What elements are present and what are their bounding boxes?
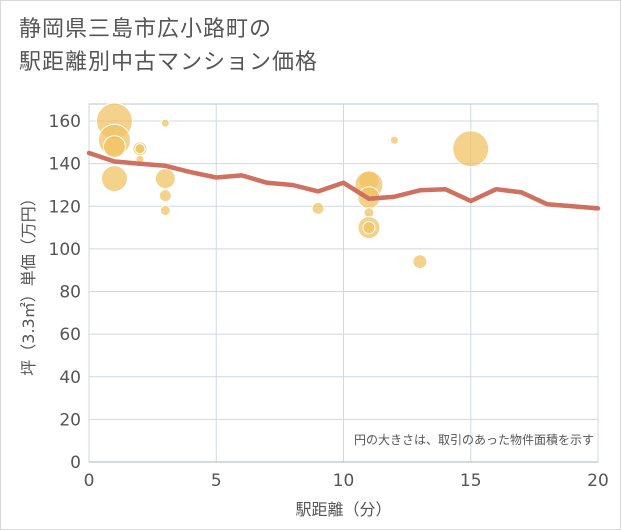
y-tick-label: 80 (59, 283, 81, 303)
x-tick-label: 10 (333, 471, 355, 491)
data-point (160, 118, 170, 128)
data-point (452, 130, 490, 168)
y-tick-label: 140 (49, 155, 81, 175)
y-tick-label: 20 (59, 410, 81, 430)
x-tick-label: 0 (84, 471, 95, 491)
chart-title-line1: 静岡県三島市広小路町の (19, 17, 273, 42)
data-point (102, 135, 126, 159)
x-tick-label: 15 (460, 471, 482, 491)
y-tick-label: 160 (49, 112, 81, 132)
trend-line (86, 150, 601, 211)
y-tick-label: 0 (70, 453, 81, 473)
data-point (158, 189, 172, 203)
y-tick-label: 40 (59, 368, 81, 388)
y-tick-label: 100 (49, 240, 81, 260)
data-point (389, 135, 399, 145)
x-tick-label: 5 (211, 471, 222, 491)
chart-title: 静岡県三島市広小路町の 駅距離別中古マンション価格 (19, 13, 318, 79)
data-point (412, 254, 428, 270)
data-point (362, 221, 376, 235)
data-point (134, 143, 146, 155)
size-note: 円の大きさは、取引のあった物件面積を示す (354, 432, 594, 447)
data-point (154, 168, 176, 190)
y-tick-label: 120 (49, 197, 81, 217)
y-tick-label: 60 (59, 325, 81, 345)
x-tick-label: 20 (587, 471, 609, 491)
chart-title-line2: 駅距離別中古マンション価格 (19, 50, 319, 75)
y-axis-label: 坪（3.3㎡）単価（万円） (19, 190, 38, 375)
data-point (159, 205, 171, 217)
data-point (100, 165, 128, 193)
x-axis-label: 駅距離（分） (295, 500, 391, 519)
data-point (311, 201, 325, 215)
